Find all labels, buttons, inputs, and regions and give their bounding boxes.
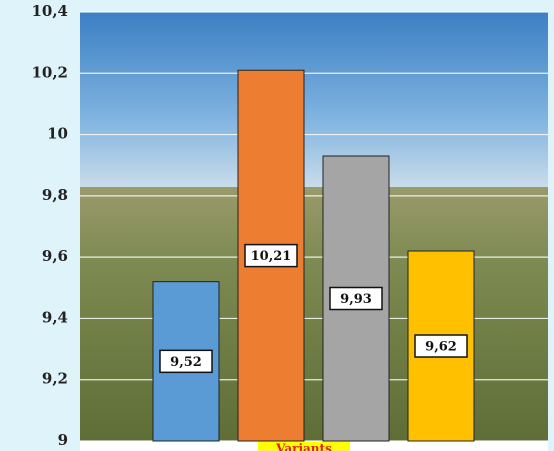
y-tick-label: 10,4 — [31, 2, 68, 20]
y-tick-label: 9,6 — [42, 247, 68, 265]
y-tick-label: 9 — [58, 431, 68, 449]
value-label-box — [414, 334, 468, 358]
y-tick-label: 10,2 — [31, 63, 68, 81]
y-tick-label: 9,4 — [42, 308, 68, 326]
y-tick-label: 9,8 — [42, 186, 68, 204]
value-label: 9,62 — [425, 340, 457, 355]
sky-background — [80, 12, 548, 187]
field-background — [80, 187, 548, 441]
y-tick-label: 9,2 — [42, 370, 68, 388]
x-axis-label: Variants — [275, 442, 332, 451]
value-label-box — [329, 286, 383, 311]
bars: 9,52 10,21 9,93 9,62 — [152, 69, 475, 442]
value-label-box — [244, 243, 298, 268]
value-label-box — [159, 349, 213, 374]
y-tick-label: 10 — [47, 125, 68, 143]
value-label: 9,52 — [170, 355, 202, 370]
x-label-highlight — [258, 441, 350, 451]
value-label: 9,93 — [340, 292, 372, 307]
value-label: 10,21 — [251, 249, 292, 264]
